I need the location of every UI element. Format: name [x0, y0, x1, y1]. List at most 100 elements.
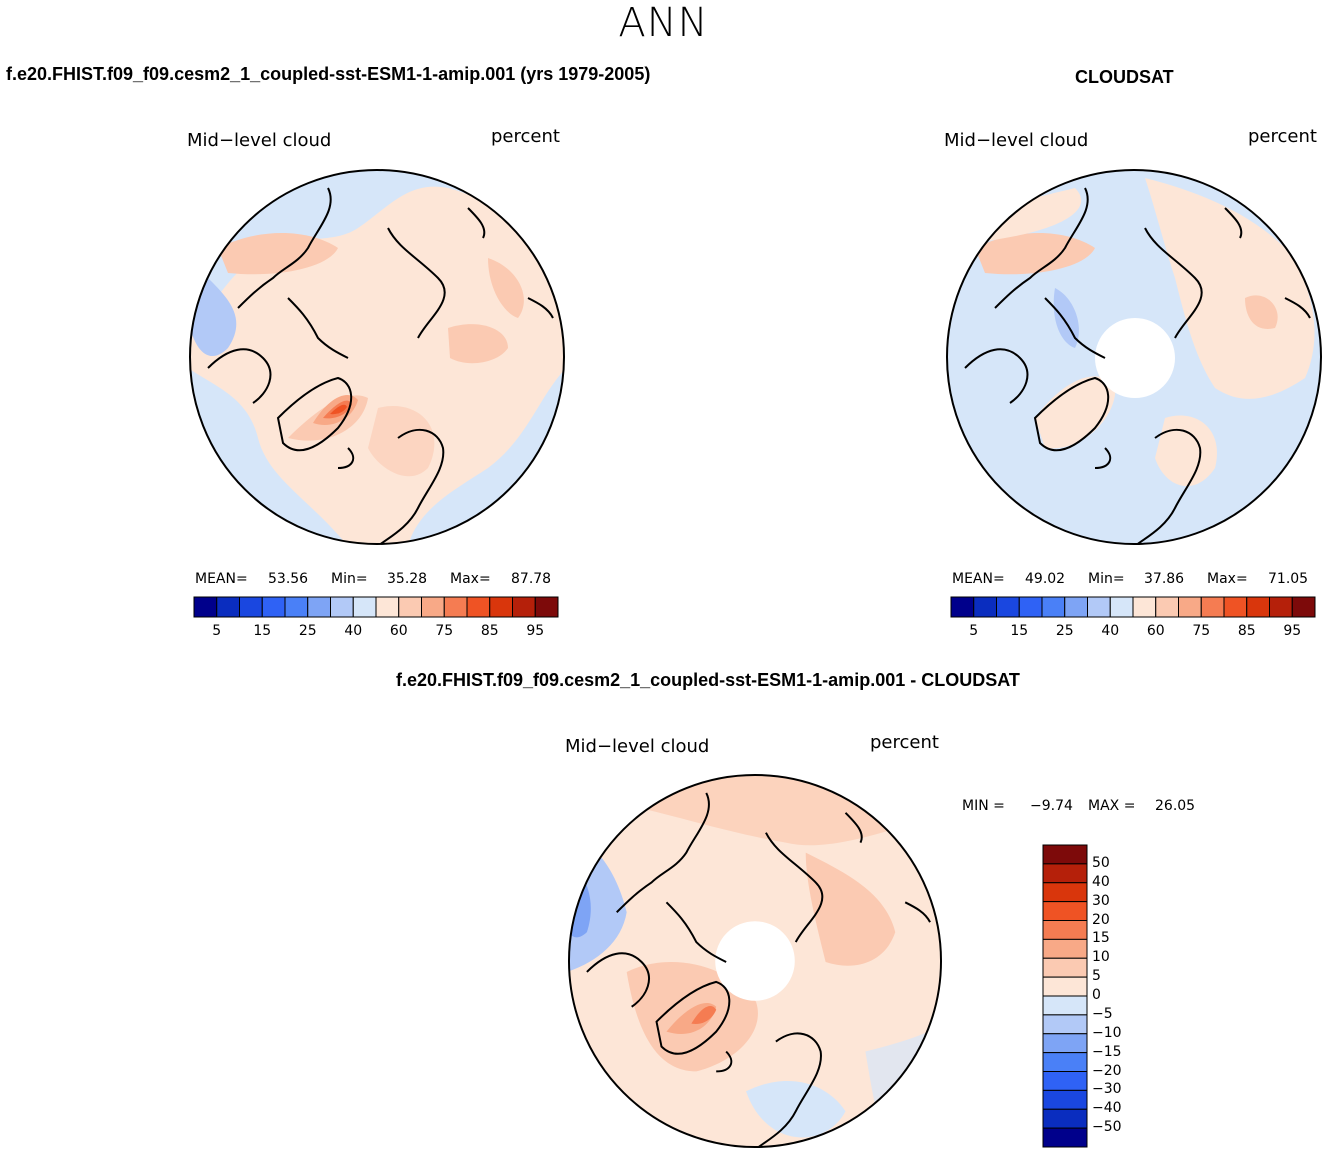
diff-colorbar-tick-label: 20 — [1092, 911, 1110, 928]
diff-variable-label: Mid−level cloud — [565, 736, 710, 757]
obs-colorbar-tick-label: 75 — [1192, 623, 1211, 639]
diff-max-value: 26.05 — [1155, 798, 1196, 814]
model-colorbar-swatch — [466, 596, 491, 618]
diff-max-label: MAX = — [1088, 798, 1136, 814]
model-colorbar-swatch — [398, 596, 422, 618]
model-colorbar — [193, 596, 559, 618]
diff-colorbar-swatch — [1042, 1071, 1088, 1091]
obs-colorbar-swatch — [950, 596, 975, 618]
diff-colorbar-tick-label: −15 — [1092, 1043, 1122, 1060]
model-colorbar-swatch — [489, 596, 513, 618]
diff-colorbar-swatch — [1042, 957, 1088, 978]
diff-colorbar-tick-label: 0 — [1092, 987, 1101, 1003]
diff-colorbar-tick-label: 5 — [1092, 968, 1101, 985]
obs-panel-title: CLOUDSAT — [1075, 67, 1174, 87]
diff-colorbar-tick-label: −40 — [1092, 1100, 1122, 1117]
obs-colorbar-swatch — [1155, 596, 1179, 618]
obs-colorbar-swatch — [973, 596, 997, 618]
diff-min-value: −9.74 — [1030, 798, 1073, 814]
obs-colorbar-swatch — [1132, 596, 1157, 618]
obs-colorbar-swatch — [1087, 596, 1111, 618]
model-colorbar-swatch — [193, 596, 218, 618]
model-polar-map — [189, 169, 565, 545]
obs-variable-label: Mid−level cloud — [944, 130, 1089, 151]
obs-min-value: 37.86 — [1144, 571, 1185, 587]
obs-min-label: Min= — [1088, 571, 1125, 587]
obs-polar-map — [946, 169, 1322, 545]
obs-colorbar-tick-label: 15 — [1010, 623, 1029, 639]
diff-colorbar-swatch — [1042, 882, 1088, 903]
obs-colorbar-tick-label: 60 — [1146, 623, 1165, 639]
diff-colorbar-swatch — [1042, 976, 1088, 997]
diff-colorbar-tick-label: −20 — [1092, 1062, 1122, 1079]
model-colorbar-tick-label: 60 — [389, 623, 408, 639]
diff-colorbar-swatch — [1042, 938, 1088, 959]
obs-colorbar-swatch — [1109, 596, 1134, 618]
diff-units-label: percent — [870, 732, 939, 753]
diff-colorbar — [1042, 844, 1088, 1148]
model-colorbar-tick-label: 95 — [526, 623, 545, 639]
obs-colorbar-tick-label: 25 — [1055, 623, 1074, 639]
obs-units-label: percent — [1248, 126, 1317, 147]
model-colorbar-swatch — [512, 596, 536, 618]
model-colorbar-swatch — [330, 596, 354, 618]
obs-colorbar-swatch — [1246, 596, 1270, 618]
diff-polar-map — [567, 773, 943, 1149]
diff-colorbar-swatch — [1042, 1127, 1088, 1148]
model-colorbar-tick-label: 15 — [253, 623, 272, 639]
model-colorbar-swatch — [443, 596, 468, 618]
model-min-value: 35.28 — [387, 571, 428, 587]
model-units-label: percent — [491, 126, 560, 147]
diff-colorbar-tick-label: −10 — [1092, 1024, 1122, 1041]
diff-panel-title: f.e20.FHIST.f09_f09.cesm2_1_coupled-sst-… — [396, 670, 1020, 690]
obs-colorbar-swatch — [1018, 596, 1043, 618]
obs-colorbar-tick-label: 85 — [1237, 623, 1256, 639]
model-colorbar-tick-label: 75 — [435, 623, 454, 639]
diff-colorbar-swatch — [1042, 844, 1088, 865]
diff-colorbar-swatch — [1042, 1014, 1088, 1035]
diff-colorbar-swatch — [1042, 901, 1088, 921]
obs-colorbar — [950, 596, 1316, 618]
obs-colorbar-swatch — [1291, 596, 1316, 618]
diff-colorbar-tick-label: 10 — [1092, 949, 1110, 966]
model-colorbar-swatch — [307, 596, 331, 618]
diff-min-label: MIN = — [962, 798, 1005, 814]
model-colorbar-swatch — [216, 596, 240, 618]
obs-colorbar-swatch — [1223, 596, 1248, 618]
model-colorbar-swatch — [352, 596, 377, 618]
model-colorbar-swatch — [284, 596, 309, 618]
diff-colorbar-swatch — [1042, 920, 1088, 940]
obs-max-value: 71.05 — [1268, 571, 1309, 587]
model-mean-label: MEAN= — [195, 571, 248, 587]
model-panel-title: f.e20.FHIST.f09_f09.cesm2_1_coupled-sst-… — [6, 64, 651, 84]
diff-colorbar-swatch — [1042, 1033, 1088, 1054]
model-max-label: Max= — [450, 571, 491, 587]
obs-colorbar-swatch — [996, 596, 1020, 618]
obs-colorbar-tick-label: 40 — [1101, 623, 1120, 639]
obs-max-label: Max= — [1207, 571, 1248, 587]
model-colorbar-swatch — [375, 596, 400, 618]
model-colorbar-swatch — [534, 596, 559, 618]
obs-colorbar-swatch — [1200, 596, 1225, 618]
diff-colorbar-tick-label: 40 — [1092, 873, 1110, 890]
diff-colorbar-swatch — [1042, 1108, 1088, 1129]
obs-colorbar-swatch — [1269, 596, 1293, 618]
model-colorbar-tick-label: 5 — [212, 623, 222, 639]
model-colorbar-swatch — [421, 596, 445, 618]
model-colorbar-tick-label: 25 — [298, 623, 317, 639]
model-colorbar-tick-label: 85 — [480, 623, 499, 639]
model-variable-label: Mid−level cloud — [187, 130, 332, 151]
obs-mean-value: 49.02 — [1025, 571, 1066, 587]
diff-colorbar-swatch — [1042, 1052, 1088, 1072]
diff-colorbar-tick-label: 30 — [1092, 892, 1110, 909]
model-max-value: 87.78 — [511, 571, 552, 587]
diff-colorbar-tick-label: 15 — [1092, 930, 1110, 947]
diff-colorbar-tick-label: 50 — [1092, 854, 1110, 871]
diff-colorbar-swatch — [1042, 863, 1088, 884]
obs-colorbar-tick-label: 5 — [969, 623, 979, 639]
diff-colorbar-swatch — [1042, 1089, 1088, 1110]
figure-season-title: ANN — [618, 0, 709, 46]
obs-colorbar-swatch — [1041, 596, 1066, 618]
diff-colorbar-tick-label: −50 — [1092, 1119, 1122, 1136]
diff-colorbar-tick-label: −30 — [1092, 1081, 1122, 1098]
